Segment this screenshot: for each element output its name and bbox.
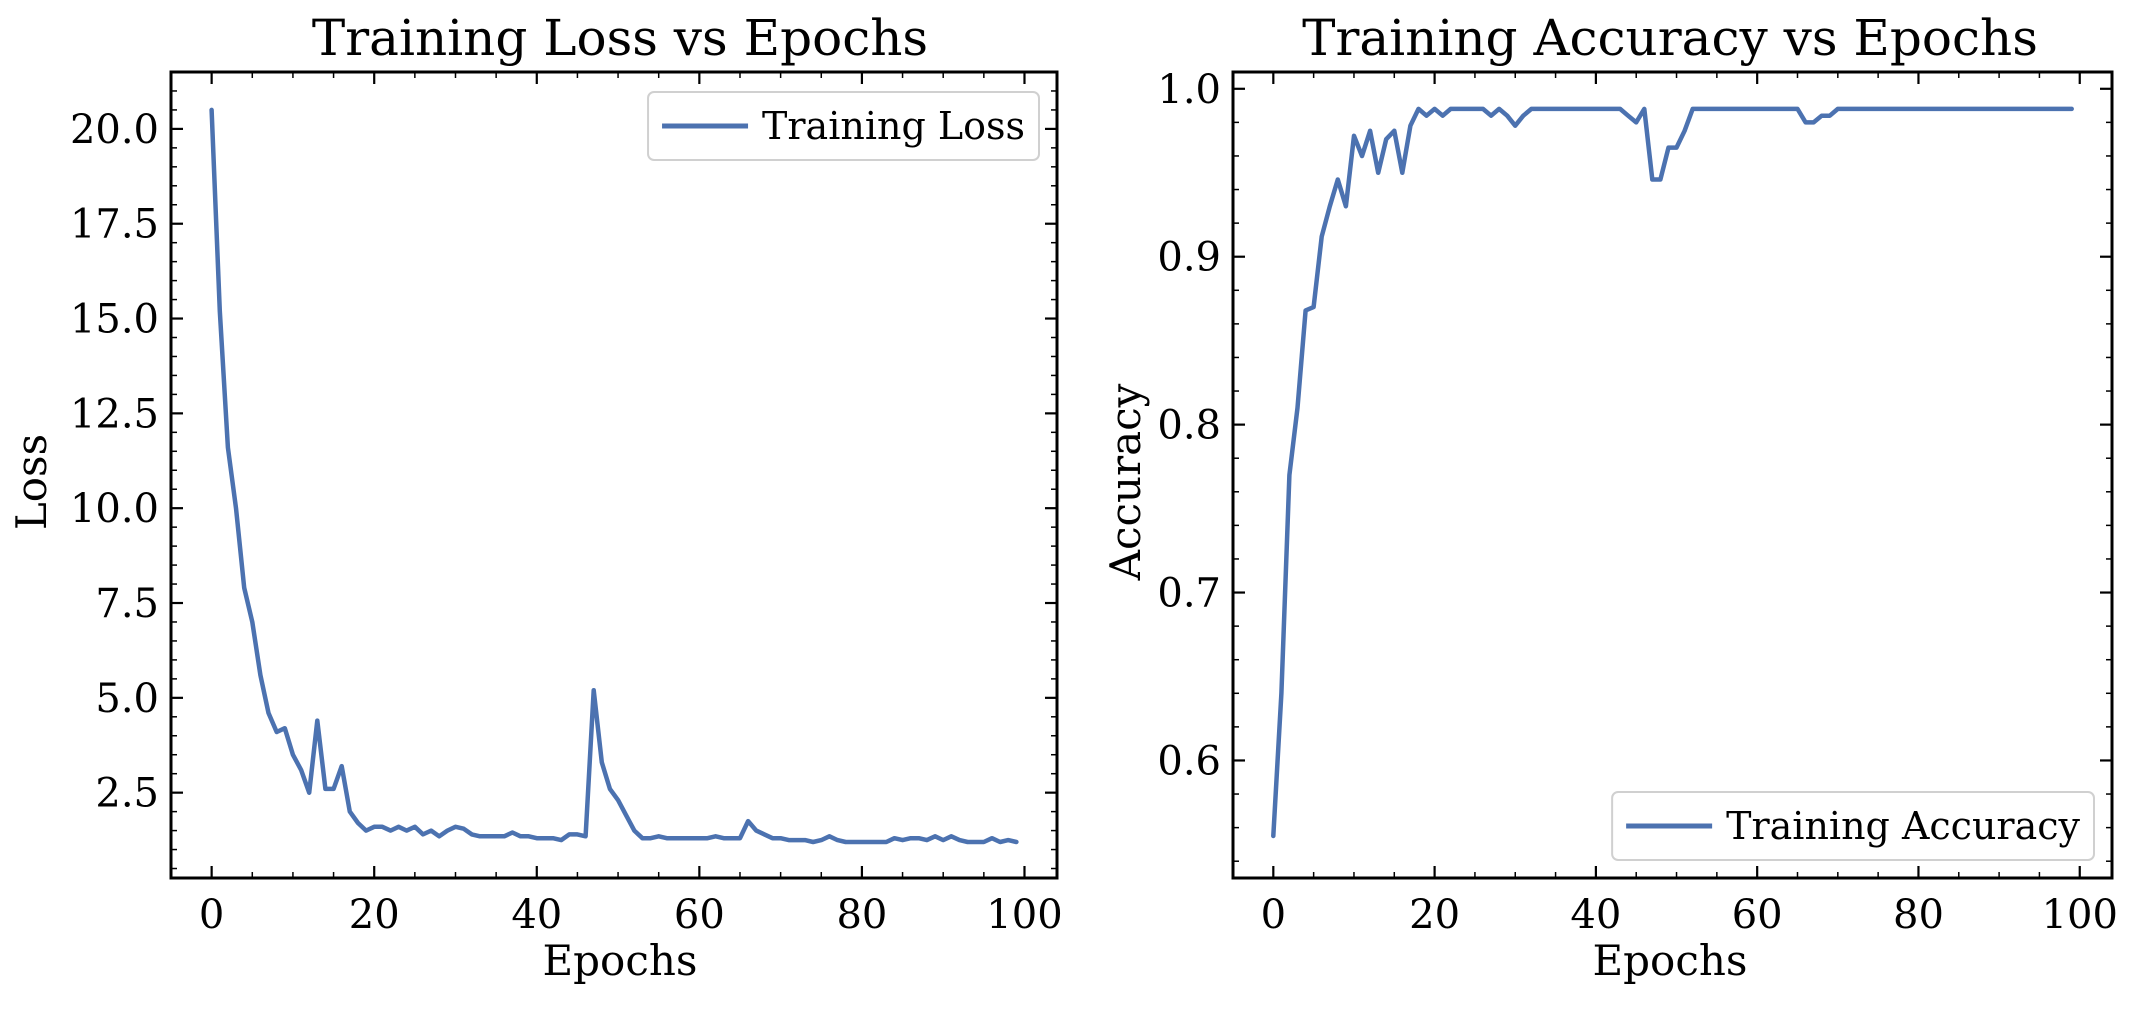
accuracy-chart-ticks: 0 20 40 60 80 100 0.6 0.7 0.8 0.9 1.0 [1157,67,2118,938]
accuracy-chart: Training Accuracy vs Epochs 0 20 40 60 80 100… [1101,9,2118,985]
accuracy-y-tick-label-2: 0.8 [1157,403,1221,449]
loss-chart-frame [169,70,1059,880]
loss-x-tick-label-3: 60 [674,892,725,938]
loss-x-axis-label: Epochs [543,936,698,985]
loss-y-tick-label-3: 10.0 [70,486,159,532]
loss-legend-label: Training Loss [762,104,1025,148]
accuracy-x-tick-label-2: 40 [1570,892,1621,938]
loss-y-tick-label-0: 2.5 [95,771,159,817]
accuracy-x-tick-label-3: 60 [1732,892,1783,938]
accuracy-series-line [1271,106,2074,839]
loss-x-tick-label-0: 0 [199,892,224,938]
accuracy-legend-label: Training Accuracy [1726,804,2080,848]
loss-chart-ticks: 0 20 40 60 80 100 2.5 5.0 7.5 10.0 12.5 15.0 17.5 20.… [70,71,1063,938]
loss-x-tick-label-2: 40 [511,892,562,938]
accuracy-y-tick-label-4: 1.0 [1157,67,1221,113]
loss-x-tick-label-4: 80 [836,892,887,938]
accuracy-y-tick-label-3: 0.9 [1157,235,1221,281]
accuracy-chart-frame [1231,70,2114,880]
accuracy-x-tick-label-4: 80 [1893,892,1944,938]
loss-y-tick-label-2: 7.5 [95,581,159,627]
accuracy-x-tick-label-0: 0 [1261,892,1286,938]
loss-y-tick-label-7: 20.0 [70,107,159,153]
accuracy-y-tick-label-1: 0.7 [1157,571,1221,617]
loss-y-tick-label-1: 5.0 [95,676,159,722]
loss-y-tick-label-4: 12.5 [70,391,159,437]
accuracy-legend-box [1611,791,2095,861]
loss-legend-box [647,91,1040,161]
loss-y-tick-label-5: 15.0 [70,297,159,343]
accuracy-x-tick-label-1: 20 [1409,892,1460,938]
loss-legend: Training Loss [647,91,1040,161]
loss-y-tick-label-6: 17.5 [70,202,159,248]
accuracy-chart-title: Training Accuracy vs Epochs [1302,9,2038,67]
loss-x-tick-label-1: 20 [349,892,400,938]
accuracy-y-axis-label: Accuracy [1101,383,1150,581]
loss-chart-title: Training Loss vs Epochs [312,9,928,67]
loss-y-axis-label: Loss [7,434,56,530]
accuracy-legend: Training Accuracy [1611,791,2095,861]
loss-series-line [209,107,1019,845]
accuracy-x-tick-label-5: 100 [2042,892,2118,938]
loss-x-tick-label-5: 100 [986,892,1062,938]
accuracy-x-axis-label: Epochs [1593,936,1748,985]
loss-chart: Training Loss vs Epochs 0 20 40 60 80 100 2.5 5… [7,9,1063,985]
accuracy-y-tick-label-0: 0.6 [1157,738,1221,784]
